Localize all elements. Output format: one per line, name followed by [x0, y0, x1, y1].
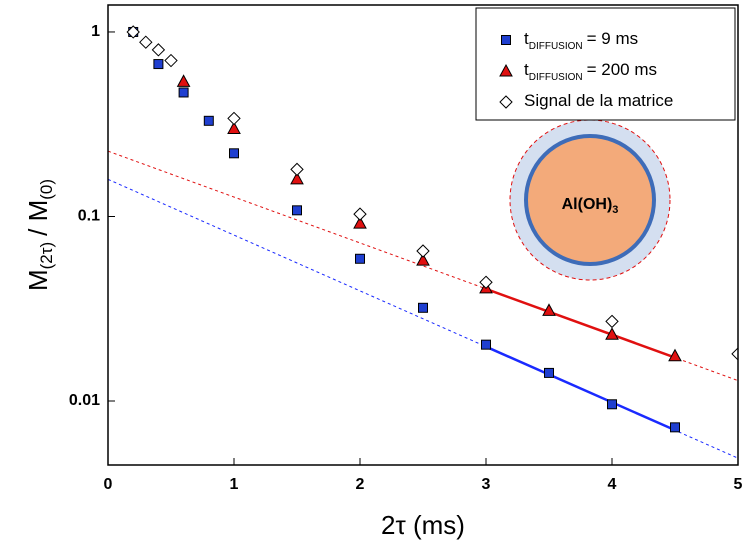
y-label-mid: / M	[23, 200, 53, 236]
marker-diamond	[151, 43, 166, 57]
marker-diamond	[731, 347, 738, 361]
legend-name: t	[524, 29, 529, 48]
marker-diamond	[499, 95, 513, 109]
annotation-main: Al(OH)	[562, 196, 613, 213]
marker-square	[203, 115, 214, 126]
marker-diamond	[416, 244, 430, 258]
legend-name-rest: = 200 ms	[587, 60, 657, 79]
annotation: Al(OH)3	[562, 196, 619, 216]
legend-label: tDIFFUSION = 200 ms	[524, 60, 657, 82]
marker-triangle	[176, 74, 191, 87]
marker-diamond	[164, 53, 178, 68]
marker-diamond	[139, 35, 153, 49]
marker-square	[153, 59, 164, 70]
legend-name: t	[524, 60, 529, 79]
marker-square	[670, 422, 680, 433]
legend-box	[475, 7, 736, 121]
marker-triangle	[668, 348, 682, 362]
marker-square	[292, 205, 302, 216]
marker-triangle	[290, 171, 304, 185]
marker-diamond	[479, 275, 493, 289]
legend-name-rest: = 9 ms	[587, 29, 639, 48]
marker-square	[544, 367, 554, 378]
marker-diamond	[227, 111, 241, 126]
marker-square	[418, 302, 428, 313]
y-label-sub: (2τ)	[37, 242, 56, 270]
marker-triangle	[542, 303, 556, 316]
data-layer	[108, 25, 738, 459]
y-tick-label: 0.01	[69, 392, 100, 409]
marker-diamond	[353, 207, 367, 221]
x-tick-label: 2	[356, 476, 365, 493]
x-tick-label: 3	[482, 476, 491, 493]
fit-line	[485, 287, 676, 359]
marker-square	[229, 148, 239, 159]
legend-label: tDIFFUSION = 9 ms	[524, 29, 638, 51]
marker-triangle	[227, 121, 241, 134]
y-tick-label: 0.1	[78, 208, 100, 225]
marker-triangle	[416, 253, 430, 266]
x-tick-label: 5	[734, 476, 743, 493]
marker-diamond	[126, 25, 140, 39]
marker-square	[178, 87, 189, 98]
marker-triangle	[499, 63, 513, 77]
marker-triangle	[353, 216, 367, 229]
y-label-sub2: (0)	[37, 179, 56, 200]
marker-square	[355, 253, 365, 264]
legend-name-sub: DIFFUSION	[529, 72, 583, 83]
marker-square	[501, 35, 511, 45]
marker-diamond	[290, 162, 304, 177]
legend-name-sub: DIFFUSION	[529, 41, 583, 52]
fit-line	[108, 178, 738, 459]
marker-square	[481, 339, 491, 350]
x-tick-label: 1	[230, 476, 239, 493]
fit-line	[485, 345, 676, 432]
marker-triangle	[605, 327, 619, 340]
marker-diamond	[605, 314, 619, 329]
marker-square	[607, 399, 617, 410]
x-tick-label: 4	[608, 476, 617, 493]
x-tick-label: 0	[104, 476, 113, 493]
x-axis-label: 2τ (ms)	[381, 510, 465, 540]
y-axis-label: M(2τ) / M(0)	[23, 179, 57, 291]
core	[524, 134, 656, 266]
annotation-sub: 3	[612, 204, 618, 216]
y-label-main: M	[23, 269, 53, 291]
y-tick-label: 1	[91, 23, 100, 40]
plot-area	[108, 25, 738, 459]
axes-frame	[107, 4, 739, 466]
legend-label: Signal de la matrice	[524, 91, 673, 110]
particle-diagram: Al(OH)3	[509, 119, 671, 281]
legend-name: Signal de la matrice	[524, 91, 673, 110]
